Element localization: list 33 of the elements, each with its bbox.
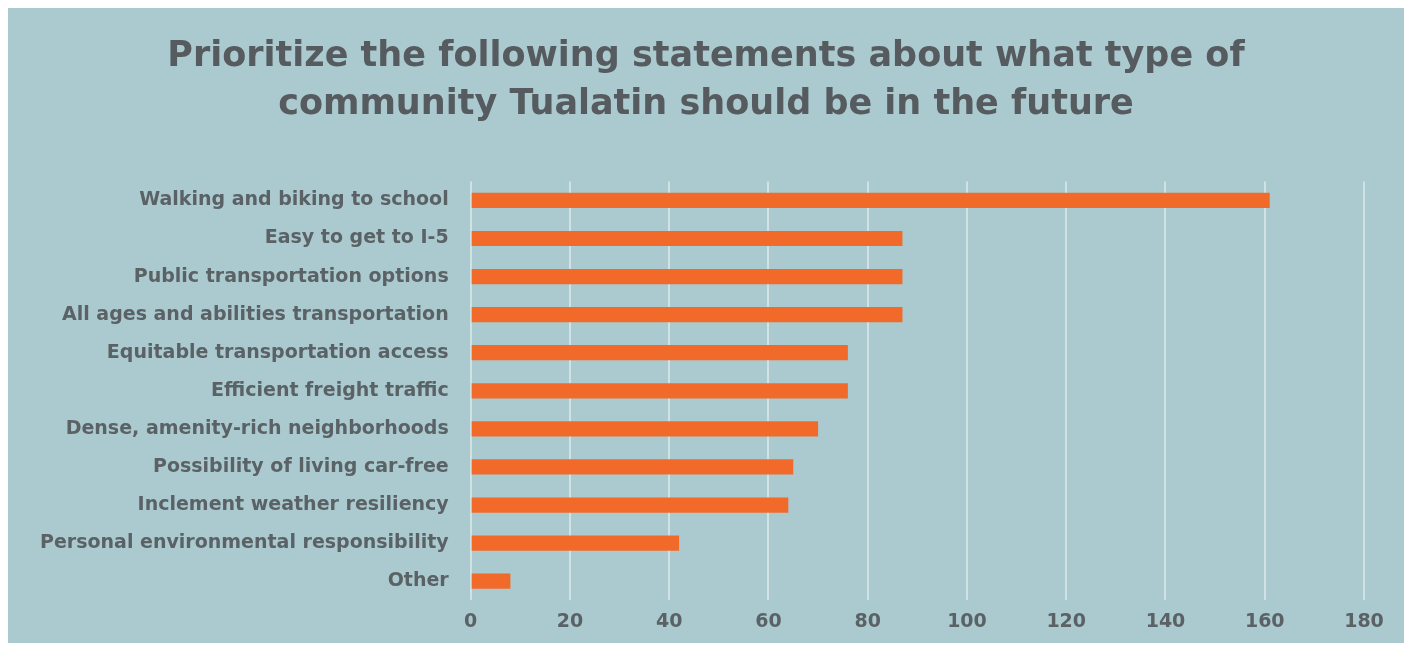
y-tick-label: Efficient freight traffic: [211, 377, 449, 400]
bar: [471, 345, 848, 361]
x-tick-label: 180: [1344, 608, 1384, 631]
y-tick-label: Public transportation options: [133, 263, 449, 286]
x-tick-label: 80: [854, 608, 881, 631]
x-tick-label: 60: [755, 608, 782, 631]
y-tick-label: Dense, amenity-rich neighborhoods: [65, 415, 449, 438]
y-tick-label: Possibility of living car-free: [153, 453, 449, 476]
bar: [471, 459, 794, 475]
bar: [471, 230, 903, 247]
x-tick-label: 100: [947, 608, 987, 631]
bar: [471, 268, 903, 285]
bar: [471, 535, 680, 551]
bar: [471, 497, 789, 513]
y-tick-label: Equitable transportation access: [106, 339, 449, 362]
y-tick-label: Walking and biking to school: [139, 187, 449, 210]
y-tick-label: Inclement weather resiliency: [137, 491, 450, 514]
bar: [471, 307, 903, 323]
x-tick-label: 160: [1244, 608, 1285, 631]
y-tick-label: Easy to get to I-5: [264, 225, 449, 248]
bar: [471, 192, 1270, 209]
x-tick-label: 20: [556, 608, 584, 631]
y-tick-label: All ages and abilities transportation: [61, 301, 449, 324]
y-tick-label: Personal environmental responsibility: [39, 530, 450, 553]
x-tick-label: 140: [1145, 608, 1186, 631]
chart-title: Prioritize the following statements about what type of community Tualatin should be in the future: [166, 33, 1246, 124]
bar: [471, 421, 819, 437]
x-tick-label: 120: [1046, 608, 1087, 631]
y-tick-label: Other: [387, 568, 450, 591]
x-tick-label: 0: [464, 608, 478, 631]
x-tick-label: 40: [655, 608, 683, 631]
bar: [471, 573, 511, 589]
bar: [471, 383, 848, 399]
